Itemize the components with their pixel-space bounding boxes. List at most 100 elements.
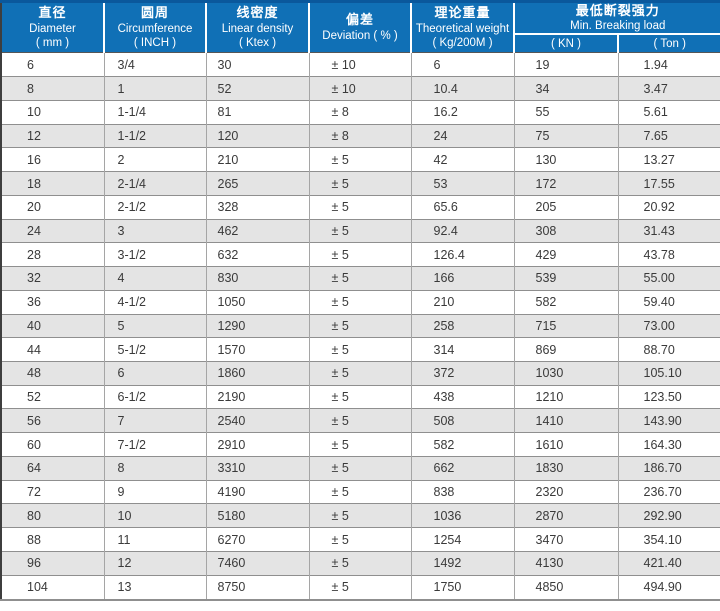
diameter-label-zh: 直径 — [38, 4, 67, 20]
cell-kn: 1030 — [513, 361, 618, 386]
cell-kn: 2870 — [513, 503, 618, 528]
cell-weight: 1492 — [410, 550, 514, 576]
cell-ton: 3.47 — [617, 76, 720, 101]
cell-diameter: 60 — [1, 432, 104, 457]
linear-density-label-en: Linear density — [221, 22, 294, 35]
table-row: 60 7-1/2 2910 ± 5 582 1610 164.30 — [1, 432, 720, 457]
cell-deviation: ± 5 — [308, 266, 411, 291]
table-row: 6 3/4 30 ± 10 6 19 1.94 — [1, 52, 720, 77]
cell-ton: 143.90 — [617, 408, 720, 433]
cell-linear-density: 328 — [205, 194, 309, 220]
cell-kn: 19 — [513, 52, 618, 77]
cell-kn: 4850 — [513, 574, 618, 600]
cell-deviation: ± 5 — [308, 147, 411, 172]
cell-circumference: 2-1/2 — [103, 194, 206, 220]
cell-weight: 210 — [410, 289, 514, 315]
cell-ton: 43.78 — [617, 242, 720, 267]
cell-weight: 92.4 — [410, 218, 514, 243]
cell-diameter: 44 — [1, 337, 104, 362]
cell-weight: 24 — [410, 123, 514, 148]
cell-deviation: ± 5 — [308, 503, 411, 528]
cell-linear-density: 830 — [205, 266, 309, 291]
cell-diameter: 18 — [1, 171, 104, 196]
cell-linear-density: 7460 — [205, 550, 309, 576]
cell-ton: 105.10 — [617, 361, 720, 386]
cell-ton: 421.40 — [617, 550, 720, 576]
cell-circumference: 7-1/2 — [103, 432, 206, 457]
cell-weight: 314 — [410, 337, 514, 362]
cell-kn: 2320 — [513, 479, 618, 504]
table-row: 36 4-1/2 1050 ± 5 210 582 59.40 — [1, 289, 720, 315]
cell-linear-density: 265 — [205, 171, 309, 196]
table-row: 24 3 462 ± 5 92.4 308 31.43 — [1, 218, 720, 243]
cell-diameter: 56 — [1, 408, 104, 433]
cell-circumference: 13 — [103, 574, 206, 600]
cell-kn: 75 — [513, 123, 618, 148]
cell-kn: 582 — [513, 289, 618, 315]
cell-ton: 186.70 — [617, 455, 720, 481]
cell-deviation: ± 5 — [308, 432, 411, 457]
cell-diameter: 96 — [1, 550, 104, 576]
cell-linear-density: 81 — [205, 99, 309, 125]
cell-weight: 126.4 — [410, 242, 514, 267]
cell-deviation: ± 5 — [308, 337, 411, 362]
table-row: 16 2 210 ± 5 42 130 13.27 — [1, 147, 720, 172]
cell-linear-density: 52 — [205, 76, 309, 101]
cell-ton: 354.10 — [617, 527, 720, 552]
cell-circumference: 1-1/4 — [103, 99, 206, 125]
table-row: 64 8 3310 ± 5 662 1830 186.70 — [1, 455, 720, 481]
cell-deviation: ± 5 — [308, 194, 411, 220]
column-header-kn: ( KN ) — [513, 32, 618, 53]
cell-circumference: 4-1/2 — [103, 289, 206, 315]
cell-ton: 31.43 — [617, 218, 720, 243]
deviation-label-en: Deviation ( % ) — [322, 29, 398, 42]
cell-kn: 1410 — [513, 408, 618, 433]
cell-linear-density: 1570 — [205, 337, 309, 362]
cell-circumference: 11 — [103, 527, 206, 552]
cell-deviation: ± 8 — [308, 123, 411, 148]
column-header-breaking-load: 最低断裂强力 Min. Breaking load — [513, 0, 720, 34]
cell-linear-density: 1860 — [205, 361, 309, 386]
cell-kn: 130 — [513, 147, 618, 172]
cell-diameter: 104 — [1, 574, 104, 600]
cell-circumference: 5 — [103, 313, 206, 338]
table-row: 18 2-1/4 265 ± 5 53 172 17.55 — [1, 171, 720, 196]
table-header: 直径 Diameter ( mm ) 圆周 Circumference ( IN… — [1, 0, 720, 53]
cell-deviation: ± 5 — [308, 455, 411, 481]
cell-weight: 1254 — [410, 527, 514, 552]
cell-linear-density: 210 — [205, 147, 309, 172]
table-row: 56 7 2540 ± 5 508 1410 143.90 — [1, 408, 720, 433]
cell-weight: 662 — [410, 455, 514, 481]
cell-circumference: 7 — [103, 408, 206, 433]
cell-weight: 53 — [410, 171, 514, 196]
circumference-label-zh: 圆周 — [140, 4, 169, 20]
cell-diameter: 6 — [1, 52, 104, 77]
cell-weight: 1750 — [410, 574, 514, 600]
cell-diameter: 52 — [1, 384, 104, 409]
deviation-label-zh: 偏差 — [345, 12, 374, 28]
table-row: 48 6 1860 ± 5 372 1030 105.10 — [1, 361, 720, 386]
cell-linear-density: 5180 — [205, 503, 309, 528]
table-row: 96 12 7460 ± 5 1492 4130 421.40 — [1, 550, 720, 576]
cell-deviation: ± 5 — [308, 171, 411, 196]
table-row: 104 13 8750 ± 5 1750 4850 494.90 — [1, 574, 720, 600]
cell-kn: 1610 — [513, 432, 618, 457]
table-row: 44 5-1/2 1570 ± 5 314 869 88.70 — [1, 337, 720, 362]
cell-kn: 1830 — [513, 455, 618, 481]
cell-kn: 308 — [513, 218, 618, 243]
cell-ton: 20.92 — [617, 194, 720, 220]
theoretical-weight-unit: ( Kg/200M ) — [432, 37, 493, 50]
cell-circumference: 3/4 — [103, 52, 206, 77]
cell-circumference: 3-1/2 — [103, 242, 206, 267]
cell-diameter: 12 — [1, 123, 104, 148]
cell-linear-density: 120 — [205, 123, 309, 148]
cell-weight: 1036 — [410, 503, 514, 528]
cell-ton: 1.94 — [617, 52, 720, 77]
cell-weight: 438 — [410, 384, 514, 409]
table-row: 10 1-1/4 81 ± 8 16.2 55 5.61 — [1, 99, 720, 125]
circumference-unit: ( INCH ) — [133, 37, 177, 50]
table-row: 20 2-1/2 328 ± 5 65.6 205 20.92 — [1, 194, 720, 220]
theoretical-weight-label-zh: 理论重量 — [434, 4, 491, 20]
linear-density-label-zh: 线密度 — [236, 4, 279, 20]
